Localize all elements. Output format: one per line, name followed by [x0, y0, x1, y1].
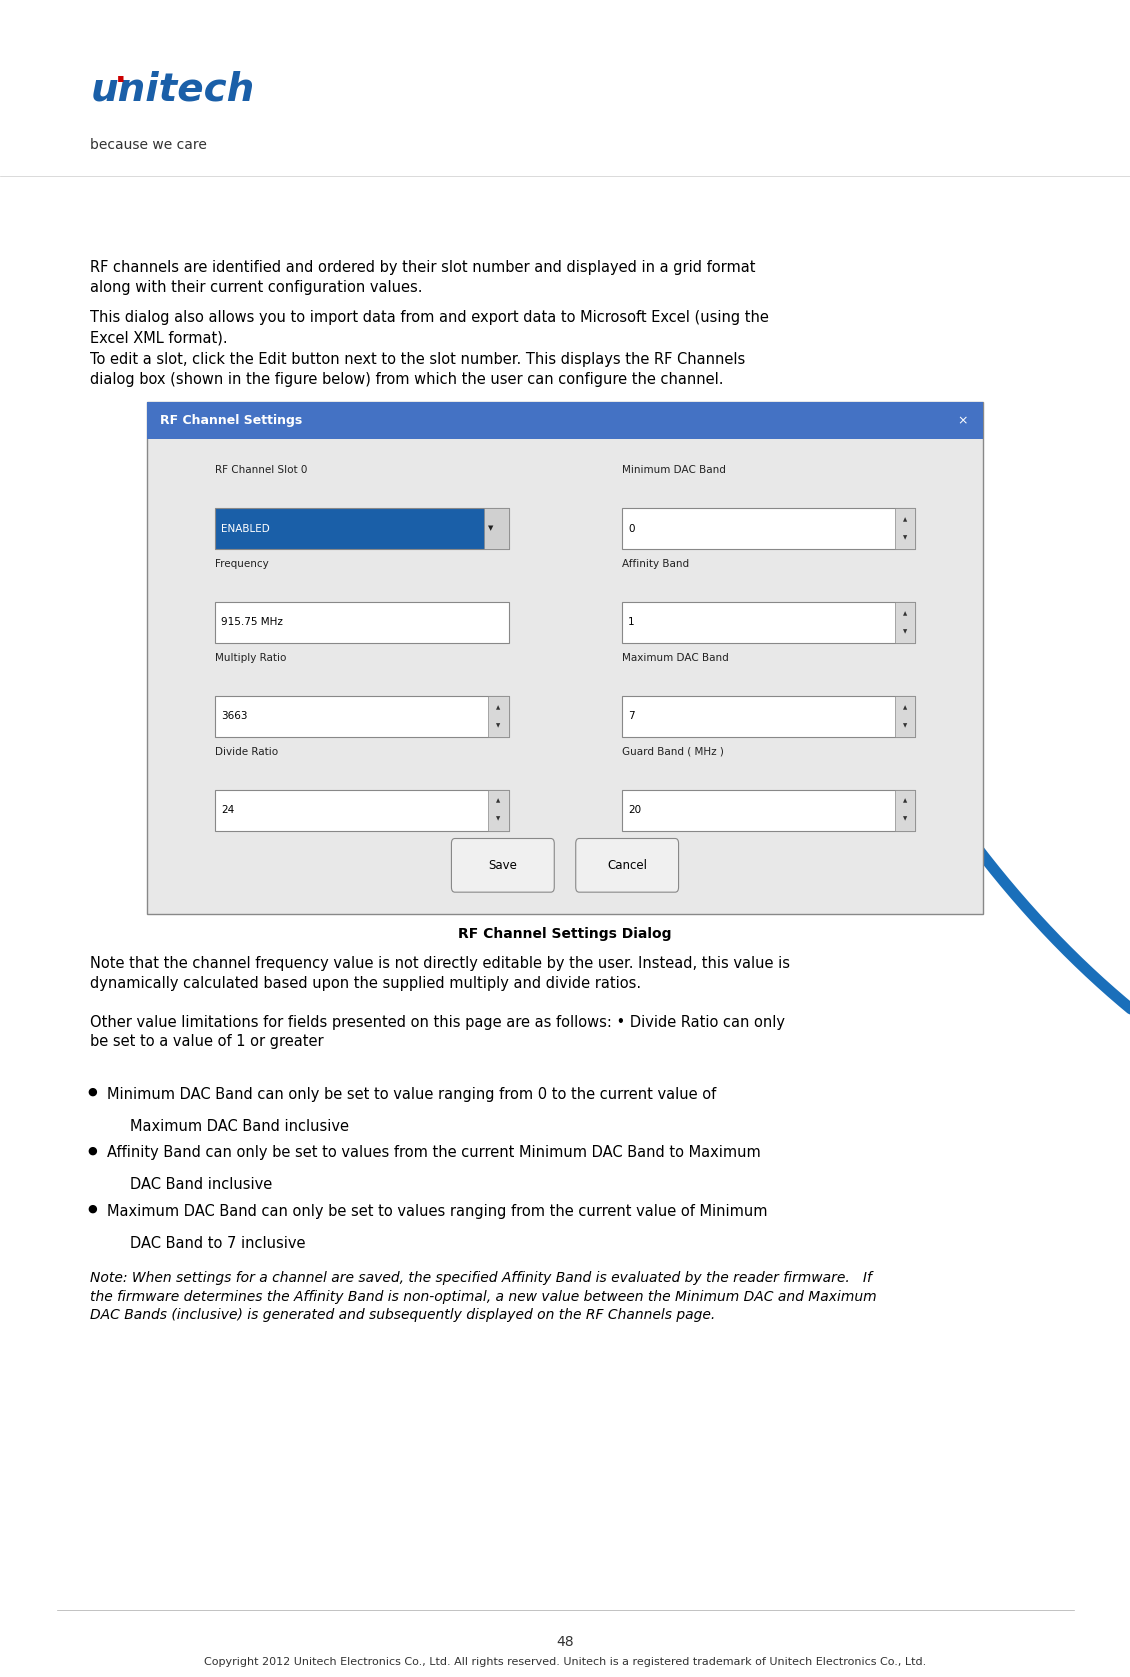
Text: 7: 7: [628, 711, 635, 721]
Text: 1: 1: [628, 617, 635, 627]
Text: To edit a slot, click the Edit button next to the slot number. This displays the: To edit a slot, click the Edit button ne…: [90, 352, 746, 387]
Text: ●: ●: [87, 1145, 97, 1155]
Text: Affinity Band: Affinity Band: [622, 558, 688, 569]
FancyBboxPatch shape: [622, 696, 915, 736]
Text: ▼: ▼: [903, 535, 907, 540]
Text: Note that the channel frequency value is not directly editable by the user. Inst: Note that the channel frequency value is…: [90, 956, 790, 991]
FancyBboxPatch shape: [895, 508, 915, 548]
Text: Frequency: Frequency: [215, 558, 269, 569]
Text: 3663: 3663: [221, 711, 247, 721]
Text: RF Channel Slot 0: RF Channel Slot 0: [215, 465, 307, 475]
Text: Minimum DAC Band can only be set to value ranging from 0 to the current value of: Minimum DAC Band can only be set to valu…: [107, 1087, 716, 1102]
FancyBboxPatch shape: [215, 602, 508, 642]
Text: ▼: ▼: [488, 525, 493, 532]
Text: Maximum DAC Band: Maximum DAC Band: [622, 652, 728, 662]
FancyBboxPatch shape: [488, 790, 508, 830]
Text: Copyright 2012 Unitech Electronics Co., Ltd. All rights reserved. Unitech is a r: Copyright 2012 Unitech Electronics Co., …: [203, 1657, 927, 1667]
Text: Affinity Band can only be set to values from the current Minimum DAC Band to Max: Affinity Band can only be set to values …: [107, 1145, 762, 1160]
Text: ▲: ▲: [903, 610, 907, 615]
Text: ▲: ▲: [903, 517, 907, 522]
Text: ·: ·: [115, 67, 127, 96]
FancyBboxPatch shape: [622, 790, 915, 830]
Text: Maximum DAC Band can only be set to values ranging from the current value of Min: Maximum DAC Band can only be set to valu…: [107, 1204, 768, 1219]
Text: Note: When settings for a channel are saved, the specified Affinity Band is eval: Note: When settings for a channel are sa…: [90, 1271, 877, 1321]
FancyBboxPatch shape: [484, 508, 508, 548]
Text: ▼: ▼: [903, 629, 907, 634]
Text: Guard Band ( MHz ): Guard Band ( MHz ): [622, 746, 723, 756]
Text: RF Channel Settings: RF Channel Settings: [160, 414, 303, 428]
Text: 20: 20: [628, 805, 642, 815]
FancyBboxPatch shape: [575, 838, 678, 892]
Text: ●: ●: [87, 1087, 97, 1097]
FancyBboxPatch shape: [622, 602, 915, 642]
Text: ▼: ▼: [903, 723, 907, 728]
FancyBboxPatch shape: [895, 790, 915, 830]
Text: ▲: ▲: [496, 798, 501, 803]
FancyBboxPatch shape: [215, 790, 508, 830]
Text: because we care: because we care: [90, 138, 207, 151]
FancyBboxPatch shape: [451, 838, 554, 892]
Text: Multiply Ratio: Multiply Ratio: [215, 652, 286, 662]
Text: Divide Ratio: Divide Ratio: [215, 746, 278, 756]
Text: ▲: ▲: [903, 704, 907, 709]
Text: 0: 0: [628, 523, 635, 533]
FancyBboxPatch shape: [488, 696, 508, 736]
Text: ENABLED: ENABLED: [221, 523, 270, 533]
FancyBboxPatch shape: [147, 402, 983, 439]
Text: Maximum DAC Band inclusive: Maximum DAC Band inclusive: [130, 1119, 349, 1134]
FancyBboxPatch shape: [215, 696, 508, 736]
FancyBboxPatch shape: [895, 696, 915, 736]
Text: ▲: ▲: [496, 704, 501, 709]
Text: ▼: ▼: [903, 817, 907, 822]
Text: 24: 24: [221, 805, 235, 815]
Text: Other value limitations for fields presented on this page are as follows: • Divi: Other value limitations for fields prese…: [90, 1015, 785, 1050]
Text: DAC Band to 7 inclusive: DAC Band to 7 inclusive: [130, 1236, 305, 1251]
Text: ▼: ▼: [496, 723, 501, 728]
FancyBboxPatch shape: [895, 602, 915, 642]
Text: unitech: unitech: [90, 70, 254, 109]
FancyBboxPatch shape: [215, 508, 508, 548]
FancyBboxPatch shape: [622, 508, 915, 548]
FancyBboxPatch shape: [147, 402, 983, 914]
Text: 915.75 MHz: 915.75 MHz: [221, 617, 284, 627]
Text: Minimum DAC Band: Minimum DAC Band: [622, 465, 725, 475]
Text: RF Channel Settings Dialog: RF Channel Settings Dialog: [459, 927, 671, 941]
Text: This dialog also allows you to import data from and export data to Microsoft Exc: This dialog also allows you to import da…: [90, 310, 770, 345]
Text: RF channels are identified and ordered by their slot number and displayed in a g: RF channels are identified and ordered b…: [90, 260, 756, 295]
Text: Cancel: Cancel: [607, 859, 647, 872]
Text: ▼: ▼: [496, 817, 501, 822]
Text: 48: 48: [556, 1635, 574, 1648]
Text: DAC Band inclusive: DAC Band inclusive: [130, 1177, 272, 1192]
Text: ●: ●: [87, 1204, 97, 1214]
Text: ×: ×: [957, 414, 968, 428]
Text: ▲: ▲: [903, 798, 907, 803]
Text: Save: Save: [488, 859, 518, 872]
